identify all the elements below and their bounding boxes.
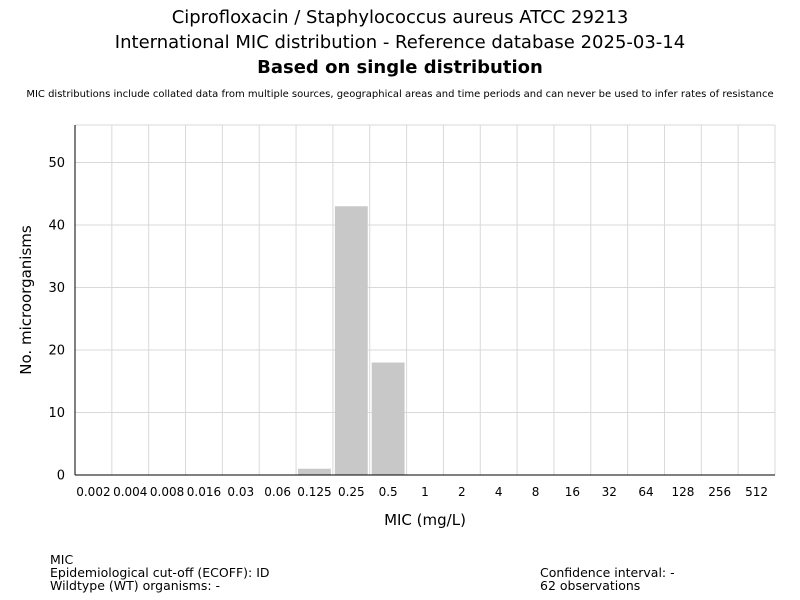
y-tick-label: 20 xyxy=(48,344,65,359)
y-tick-label: 50 xyxy=(48,156,65,171)
x-tick-label: 512 xyxy=(745,485,768,499)
footer-right: Confidence interval: - 62 observations xyxy=(540,566,675,592)
x-tick-label: 64 xyxy=(638,485,653,499)
x-tick-label: 8 xyxy=(532,485,540,499)
x-tick-label: 0.008 xyxy=(150,485,184,499)
x-tick-label: 32 xyxy=(602,485,617,499)
y-axis-title: No. microorganisms xyxy=(17,225,35,375)
x-tick-label: 1 xyxy=(421,485,429,499)
footer-left: MIC Epidemiological cut-off (ECOFF): ID … xyxy=(50,553,270,592)
x-tick-label: 2 xyxy=(458,485,466,499)
footer-observations: 62 observations xyxy=(540,578,641,593)
x-tick-label: 0.03 xyxy=(227,485,254,499)
y-tick-label: 40 xyxy=(48,219,65,234)
x-tick-label: 0.016 xyxy=(187,485,221,499)
chart-subtitle-bold: Based on single distribution xyxy=(257,57,543,78)
chart-title: Ciprofloxacin / Staphylococcus aureus AT… xyxy=(171,7,629,28)
x-tick-label: 0.002 xyxy=(76,485,110,499)
x-tick-label: 0.06 xyxy=(264,485,291,499)
x-tick-label: 4 xyxy=(495,485,503,499)
x-tick-label: 0.004 xyxy=(113,485,147,499)
bar-0.5 xyxy=(371,362,405,475)
bar-0.25 xyxy=(334,206,368,475)
x-tick-label: 16 xyxy=(565,485,580,499)
footer-ecoff: Epidemiological cut-off (ECOFF): ID xyxy=(50,565,270,580)
chart-subtitle: International MIC distribution - Referen… xyxy=(114,32,686,53)
disclaimer-note: MIC distributions include collated data … xyxy=(26,89,774,100)
y-tick-label: 10 xyxy=(48,406,65,421)
x-tick-label: 256 xyxy=(708,485,731,499)
x-tick-label: 0.25 xyxy=(338,485,365,499)
x-tick-label: 128 xyxy=(671,485,694,499)
x-axis-title: MIC (mg/L) xyxy=(384,511,466,529)
footer-mic-label: MIC xyxy=(50,552,74,567)
y-tick-label: 30 xyxy=(48,281,65,296)
x-tick-label: 0.5 xyxy=(379,485,398,499)
bar-0.125 xyxy=(298,468,331,475)
y-tick-label: 0 xyxy=(57,469,65,484)
footer-wildtype: Wildtype (WT) organisms: - xyxy=(50,578,221,593)
x-tick-label: 0.125 xyxy=(297,485,331,499)
footer-confidence-interval: Confidence interval: - xyxy=(540,565,675,580)
